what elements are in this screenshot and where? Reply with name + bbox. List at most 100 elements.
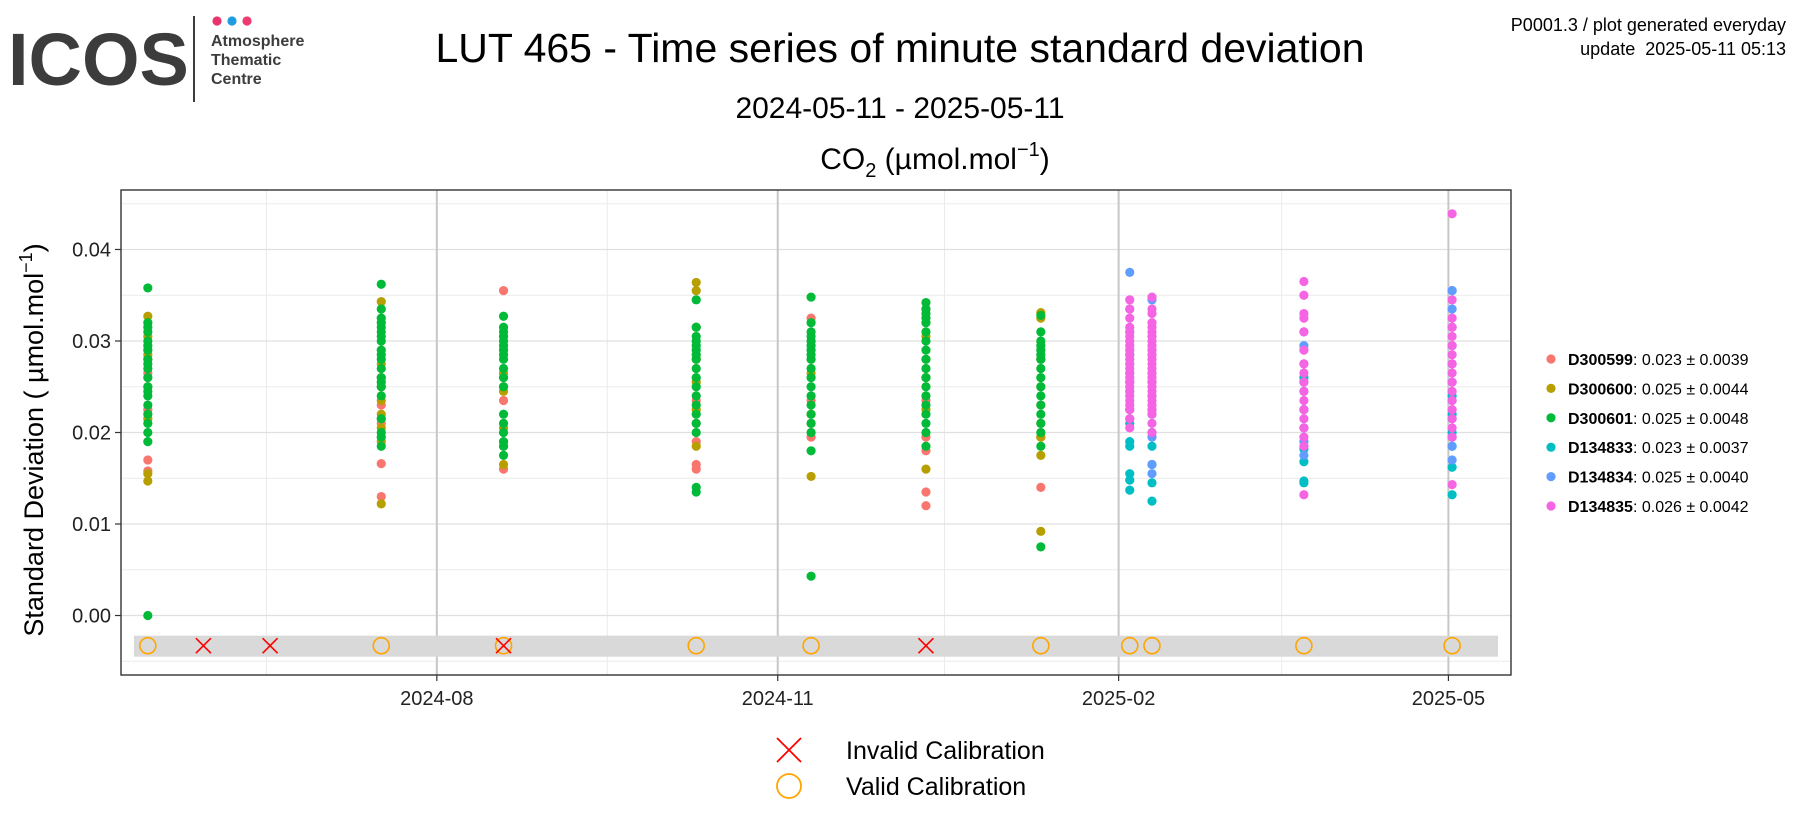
data-point [1447,480,1457,490]
data-point [1036,427,1046,438]
data-point [376,441,386,451]
data-point [806,363,816,374]
data-point [143,311,153,321]
data-point [143,427,153,438]
data-point [806,354,816,364]
legend-swatch [1546,383,1556,393]
data-point [1447,313,1457,323]
data-point [143,345,153,355]
data-point [1299,377,1309,387]
data-point [1447,295,1457,305]
logo-line-1: Atmosphere [211,33,304,50]
data-point [376,491,386,502]
legend-item: D134834: 0.025 ± 0.0040 [1546,470,1749,487]
data-point [143,391,153,401]
data-point [691,391,701,401]
data-point [691,400,701,410]
y-tick-label: 0.02 [72,423,111,445]
data-point [1036,310,1046,320]
data-point [691,277,701,288]
data-point [921,441,931,451]
data-point [498,418,509,428]
data-point [1447,368,1457,378]
logo-dot-1 [212,16,222,26]
data-point [498,372,509,383]
data-point [143,476,153,486]
data-point [806,418,816,428]
valid-calibration-marker [139,636,157,655]
data-point [691,459,701,470]
legend-swatch [1546,472,1556,482]
calibration-legend-item: Invalid Calibration [776,737,1045,765]
data-point [691,295,701,305]
data-point [1147,441,1157,451]
valid-calibration-marker [1120,636,1139,655]
data-point [1299,395,1309,406]
legend-item: D300600: 0.025 ± 0.0044 [1546,381,1749,398]
data-point [806,427,816,438]
data-point [376,382,386,392]
series-D300601 [143,279,1046,621]
data-point [806,400,816,410]
legend-label: D134835: 0.026 ± 0.0042 [1568,499,1749,516]
logo-dot-2 [227,16,237,26]
y-axis-label: Standard Deviation ( µmol.mol−1) [16,243,49,636]
data-point [921,304,931,314]
data-point [143,372,153,383]
data-point [1036,327,1046,337]
data-point [1447,414,1457,424]
data-point [1447,490,1457,500]
data-point [376,354,386,364]
data-points [143,209,1457,621]
data-point [1299,432,1309,442]
data-point [1125,437,1135,447]
data-point [1447,377,1457,387]
data-point [143,283,153,293]
data-point [1147,478,1157,488]
data-point [921,313,931,323]
data-point [376,414,386,424]
data-point [498,427,509,438]
legend-label: D300600: 0.025 ± 0.0044 [1568,381,1749,398]
data-point [376,322,386,332]
data-point [921,501,931,511]
data-point [1147,409,1157,419]
calibration-legend-label: Valid Calibration [846,773,1026,801]
data-point [921,391,931,401]
data-point [1125,405,1135,415]
data-point [1147,418,1157,428]
data-point [1299,345,1309,355]
valid-calibration-marker [372,636,391,655]
legend-item: D300601: 0.025 ± 0.0048 [1546,411,1749,428]
data-point [921,427,931,438]
logo-line-2: Thematic [211,52,281,69]
legend-swatch [1546,354,1556,364]
data-point [1299,327,1309,337]
data-point [1299,368,1309,378]
data-point [691,427,701,438]
data-point [1299,313,1309,323]
y-tick-label: 0.00 [72,606,111,628]
data-point [1125,295,1135,305]
data-point [1036,350,1046,360]
data-point [1447,432,1457,442]
data-point [1147,496,1157,506]
data-point [921,382,931,392]
data-point [498,459,509,470]
data-point [1299,441,1309,451]
data-point [921,336,931,346]
data-point [806,446,816,456]
data-point [1036,372,1046,383]
data-point [1299,490,1309,500]
x-tick-label: 2024-11 [742,688,814,710]
data-point [806,571,816,581]
legend-label: D134834: 0.025 ± 0.0040 [1568,470,1749,487]
data-point [376,459,386,469]
data-point [691,382,701,392]
data-point [1447,322,1457,332]
data-point [1036,363,1046,374]
invalid-calibration-marker [262,637,279,654]
data-point [921,487,931,497]
series-D134835 [1125,209,1457,500]
